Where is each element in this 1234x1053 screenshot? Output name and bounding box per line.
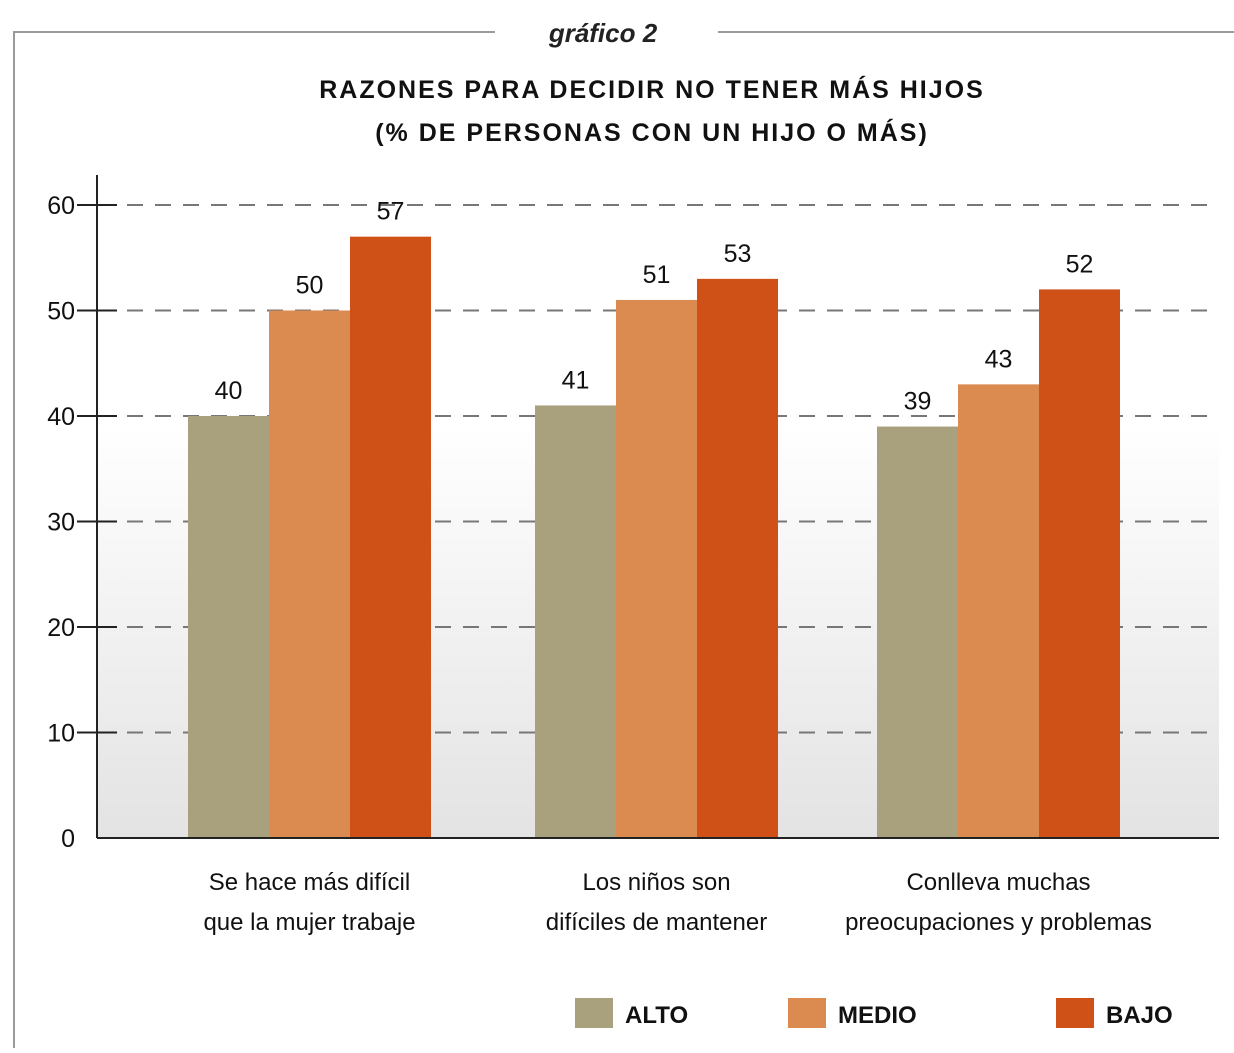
bar-medio xyxy=(958,384,1039,838)
legend-label-bajo: BAJO xyxy=(1106,1002,1173,1029)
bar-bajo xyxy=(350,236,431,838)
data-label: 57 xyxy=(377,198,405,226)
bar-alto xyxy=(188,416,269,838)
y-tick-label: 50 xyxy=(47,298,75,326)
y-tick-label: 0 xyxy=(61,825,75,853)
bar-medio xyxy=(616,299,697,838)
y-tick-label: 20 xyxy=(47,614,75,642)
y-tick-label: 30 xyxy=(47,509,75,537)
data-label: 40 xyxy=(215,377,243,405)
axes: 0 10 20 30 40 50 60 Se hace más difícil que la m… xyxy=(47,175,1219,936)
y-tick-label: 40 xyxy=(47,403,75,431)
legend-label-medio: MEDIO xyxy=(838,1002,917,1029)
legend: ALTO MEDIO BAJO xyxy=(575,998,1173,1029)
legend-swatch-bajo xyxy=(1056,998,1094,1028)
x-category-label: preocupaciones y problemas xyxy=(845,909,1152,936)
data-labels: 40 50 57 41 51 53 39 43 52 xyxy=(215,198,1094,416)
data-label: 41 xyxy=(562,366,590,394)
y-tick-label: 60 xyxy=(47,192,75,220)
bar-bajo xyxy=(697,278,778,839)
bar-alto xyxy=(535,405,616,838)
legend-swatch-alto xyxy=(575,998,613,1028)
frame-border xyxy=(13,31,495,1048)
x-category-label: que la mujer trabaje xyxy=(203,909,415,936)
bar-alto xyxy=(877,426,958,838)
bar-medio xyxy=(269,310,350,838)
chart-title: RAZONES PARA DECIDIR NO TENER MÁS HIJOS xyxy=(319,75,985,104)
x-category-label: Conlleva muchas xyxy=(906,869,1090,896)
x-category-label: Los niños son xyxy=(582,869,730,896)
legend-swatch-medio xyxy=(788,998,826,1028)
legend-label-alto: ALTO xyxy=(625,1002,688,1029)
y-tick-label: 10 xyxy=(47,720,75,748)
data-label: 51 xyxy=(643,261,671,289)
data-label: 52 xyxy=(1066,250,1094,278)
bars xyxy=(188,236,1120,839)
data-label: 50 xyxy=(296,272,324,300)
figure-label: gráfico 2 xyxy=(548,18,658,48)
x-category-label: Se hace más difícil xyxy=(209,869,410,896)
chart-subtitle: (% DE PERSONAS CON UN HIJO O MÁS) xyxy=(375,118,929,147)
data-label: 39 xyxy=(904,388,932,416)
data-label: 53 xyxy=(724,240,752,268)
data-label: 43 xyxy=(985,345,1013,373)
bar-bajo xyxy=(1039,289,1120,838)
x-category-label: difíciles de mantener xyxy=(546,909,767,936)
